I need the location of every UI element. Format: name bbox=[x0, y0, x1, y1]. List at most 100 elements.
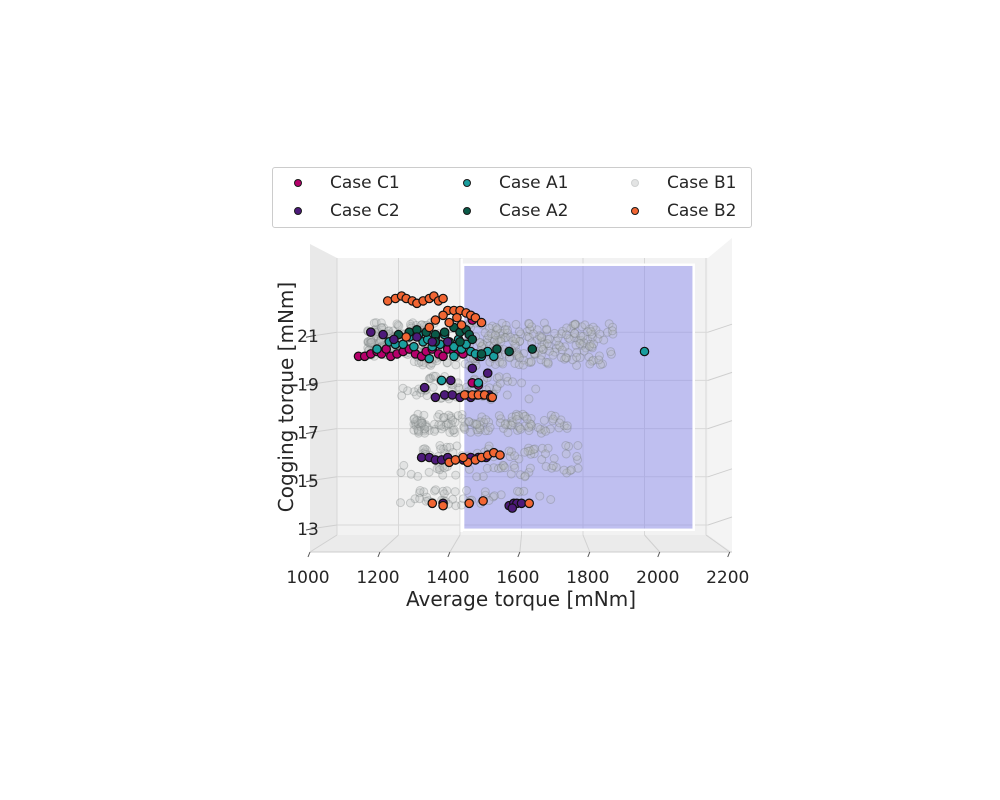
grid-line-floor bbox=[644, 534, 661, 553]
point-case-b1 bbox=[422, 422, 432, 432]
point-case-b2 bbox=[438, 310, 448, 321]
x-tick-label: 1000 bbox=[286, 568, 329, 588]
point-case-b1 bbox=[564, 333, 573, 343]
x-tick bbox=[657, 551, 661, 558]
right-pane bbox=[708, 238, 732, 552]
point-case-b1 bbox=[544, 341, 554, 351]
y-tick-label: 15 bbox=[297, 472, 319, 492]
point-case-b1 bbox=[413, 425, 423, 434]
point-case-b1 bbox=[430, 486, 439, 496]
point-case-a2 bbox=[492, 344, 502, 354]
point-case-b1 bbox=[517, 378, 527, 388]
point-case-b1 bbox=[556, 352, 566, 362]
point-case-b1 bbox=[539, 318, 549, 328]
point-case-b1 bbox=[587, 356, 597, 366]
point-case-b1 bbox=[445, 442, 455, 452]
point-case-b1 bbox=[496, 463, 506, 473]
left-pane bbox=[310, 244, 337, 552]
point-case-b1 bbox=[514, 454, 524, 464]
point-case-b1 bbox=[551, 462, 561, 472]
point-case-b1 bbox=[559, 421, 569, 431]
point-case-b1 bbox=[449, 425, 459, 435]
point-case-b1 bbox=[486, 329, 496, 339]
point-case-b1 bbox=[537, 443, 547, 453]
point-case-b1 bbox=[472, 425, 482, 435]
legend-item-case-c2: Case C2 bbox=[273, 199, 400, 223]
point-case-b1 bbox=[520, 421, 530, 431]
point-case-b1 bbox=[500, 418, 510, 428]
point-case-c2 bbox=[445, 375, 456, 386]
point-case-b1 bbox=[441, 420, 451, 430]
point-case-b1 bbox=[472, 420, 482, 430]
point-case-b1 bbox=[417, 418, 427, 428]
point-case-b1 bbox=[424, 467, 434, 477]
point-case-b1 bbox=[578, 331, 588, 341]
point-case-b1 bbox=[553, 333, 563, 343]
point-case-b1 bbox=[494, 372, 504, 382]
point-case-b1 bbox=[411, 419, 421, 429]
point-case-b1 bbox=[507, 416, 517, 426]
grid-line-right bbox=[707, 516, 733, 526]
y-tick-label: 19 bbox=[297, 375, 319, 395]
point-case-b1 bbox=[511, 350, 521, 360]
point-case-b1 bbox=[515, 487, 524, 497]
point-case-b1 bbox=[536, 355, 546, 365]
point-case-b1 bbox=[508, 377, 517, 387]
point-case-b1 bbox=[524, 394, 534, 404]
point-case-b1 bbox=[420, 424, 429, 434]
point-case-b1 bbox=[526, 449, 536, 459]
legend-label: Case B1 bbox=[667, 173, 737, 193]
point-case-a2 bbox=[504, 346, 514, 357]
point-case-b1 bbox=[585, 341, 594, 351]
point-case-b2 bbox=[438, 500, 448, 511]
point-case-b1 bbox=[575, 353, 585, 363]
point-case-b1 bbox=[550, 328, 560, 338]
point-case-b1 bbox=[415, 416, 425, 426]
y-tick bbox=[305, 527, 317, 531]
point-case-a1 bbox=[436, 375, 447, 386]
point-case-b1 bbox=[369, 318, 379, 328]
point-case-b1 bbox=[583, 327, 593, 337]
point-case-b1 bbox=[506, 469, 516, 479]
point-case-b1 bbox=[598, 359, 607, 369]
point-case-a1 bbox=[639, 346, 650, 357]
point-case-b1 bbox=[496, 490, 506, 500]
point-case-b1 bbox=[573, 463, 583, 473]
point-case-b1 bbox=[573, 441, 583, 450]
grid-line-floor bbox=[582, 534, 591, 553]
point-case-a1 bbox=[449, 351, 459, 362]
point-case-b1 bbox=[525, 325, 535, 335]
y-tick bbox=[305, 382, 317, 386]
x-tick bbox=[447, 551, 451, 558]
legend-marker bbox=[294, 179, 302, 187]
point-case-b1 bbox=[511, 409, 521, 419]
point-case-b2 bbox=[430, 315, 441, 325]
point-case-b1 bbox=[524, 333, 534, 342]
point-case-b1 bbox=[483, 426, 493, 436]
point-case-b1 bbox=[508, 336, 518, 346]
point-case-b1 bbox=[414, 427, 423, 436]
point-case-b1 bbox=[416, 422, 426, 432]
point-case-b1 bbox=[464, 417, 474, 426]
point-case-b1 bbox=[363, 337, 373, 347]
point-case-b1 bbox=[503, 328, 513, 338]
point-case-b1 bbox=[575, 339, 585, 349]
legend-item-case-c1: Case C1 bbox=[273, 171, 400, 195]
point-case-b1 bbox=[562, 353, 571, 363]
point-case-b1 bbox=[542, 325, 552, 335]
grid-line-floor bbox=[705, 534, 731, 553]
point-case-b1 bbox=[500, 325, 510, 335]
point-case-b1 bbox=[514, 351, 524, 361]
axis-ticks: 1000 1200 1400 1600 1800 2000 2200 13 15 17 19 21 bbox=[286, 327, 749, 588]
point-case-b1 bbox=[579, 346, 589, 356]
point-case-b1 bbox=[537, 332, 547, 342]
point-case-b1 bbox=[420, 421, 430, 431]
point-case-b1 bbox=[412, 415, 422, 425]
legend-label: Case A2 bbox=[499, 201, 569, 221]
point-case-b1 bbox=[556, 329, 566, 339]
point-case-b1 bbox=[537, 342, 546, 352]
point-case-b1 bbox=[607, 326, 617, 336]
point-case-b1 bbox=[452, 441, 462, 451]
point-case-b1 bbox=[519, 349, 529, 358]
point-case-b1 bbox=[576, 335, 586, 345]
